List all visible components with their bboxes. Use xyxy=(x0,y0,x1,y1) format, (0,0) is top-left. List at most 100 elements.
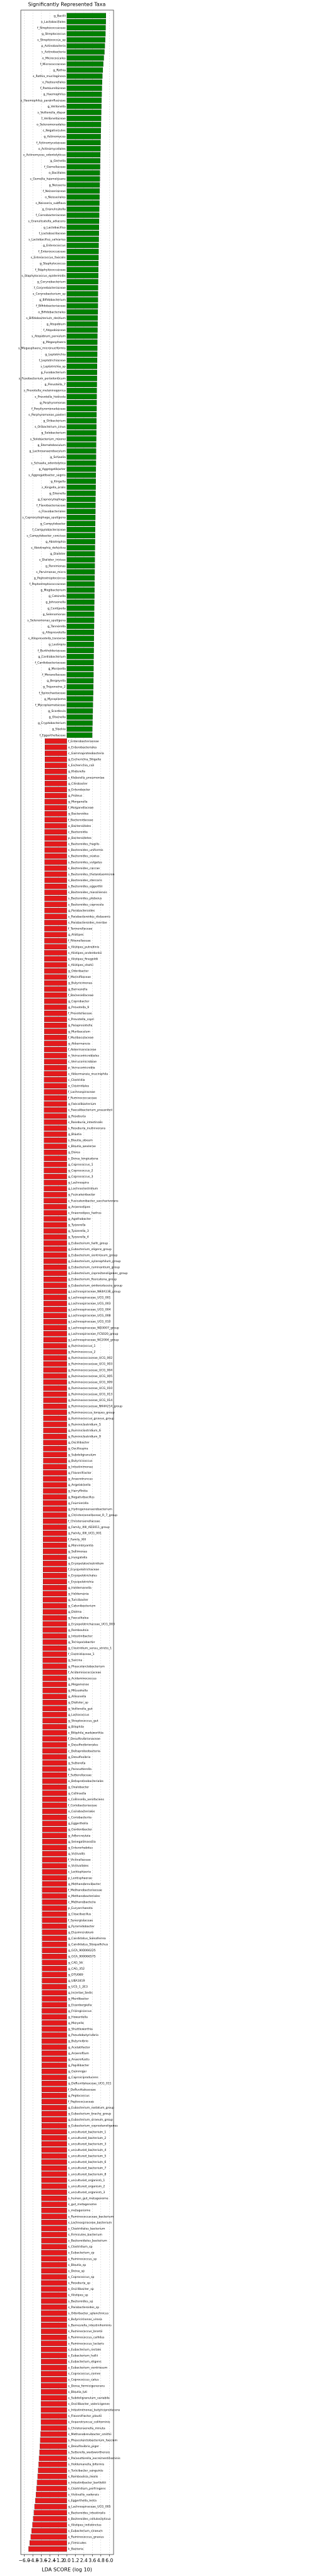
category-label: g_Lachnoanaerobaculum xyxy=(29,449,66,453)
bar xyxy=(44,1131,68,1137)
bar xyxy=(41,2364,68,2371)
category-label: s_Veillonella_dispar xyxy=(37,111,66,114)
bar xyxy=(38,2467,68,2473)
category-label: s_Leptotrichia_sp xyxy=(40,364,66,368)
bar xyxy=(66,134,101,140)
category-label: g_GCA_900066225 xyxy=(68,1949,96,1953)
category-label: g_Fusicatenibacter xyxy=(68,1193,95,1197)
category-label: g_Veillonella xyxy=(47,105,66,109)
bar xyxy=(42,1887,68,1893)
category-label: g_Dialister xyxy=(50,552,66,556)
bar xyxy=(66,509,96,514)
bar xyxy=(43,1373,68,1379)
bar xyxy=(42,1827,68,1833)
category-label: s_uncultured_bacterium_3 xyxy=(68,2142,106,2146)
bar xyxy=(66,581,95,587)
bar xyxy=(66,370,97,375)
bar xyxy=(43,1409,68,1415)
category-label: f_Bifidobacteriaceae xyxy=(36,304,66,308)
category-label: g_Moraxella xyxy=(48,667,66,671)
category-label: s_human_gut_metagenome xyxy=(68,2197,109,2201)
bar xyxy=(66,575,95,581)
category-label: s_Dorea_formicigenerans xyxy=(68,2384,105,2388)
category-label: f_Burkholderiaceae xyxy=(38,649,66,653)
bar xyxy=(66,358,98,363)
bar xyxy=(42,1766,68,1772)
category-label: g_Parvimonas xyxy=(45,564,66,568)
bar xyxy=(66,224,100,230)
category-label: g_Clostridium_sensu_stricto_1 xyxy=(68,1647,112,1651)
category-label: s_Coprococcus_comes xyxy=(68,2372,101,2376)
bar xyxy=(66,61,103,67)
category-label: g_Solobacterium xyxy=(41,431,66,435)
category-label: g_Anaerotruncus xyxy=(68,1478,93,1481)
bar xyxy=(42,1567,68,1572)
bar xyxy=(44,1306,68,1313)
category-label: s_Prevotella_copri xyxy=(68,1018,94,1021)
category-label: s_Escherichia_coli xyxy=(68,764,94,767)
category-label: o_Bacillales xyxy=(49,171,66,175)
bar xyxy=(43,1343,68,1349)
bar xyxy=(66,212,100,218)
category-label: s_Klebsiella_pneumoniae xyxy=(68,776,105,779)
category-label: s_Kingella_oralis xyxy=(42,486,66,490)
category-label: g_Papillibacter xyxy=(68,2064,89,2067)
bar xyxy=(44,769,68,774)
category-label: g_Hydrogenoanaerobacterium xyxy=(68,1507,112,1511)
category-label: s_Collinsella_aerofaciens xyxy=(68,1798,105,1802)
bar xyxy=(66,152,101,158)
category-label: g_Prevotella_9 xyxy=(68,1006,89,1009)
bar xyxy=(66,551,95,557)
category-label: s_Bacteroides_stercoris xyxy=(68,879,102,882)
bar xyxy=(41,2340,68,2346)
category-label: g_Ruminococcaceae_UCG_010 xyxy=(68,1387,112,1390)
category-label: s_Christensenella_minuta xyxy=(68,2426,105,2430)
category-label: g_Intestinimonas xyxy=(68,1465,93,1469)
bar xyxy=(42,1809,68,1814)
category-label: f_Moraxellaceae xyxy=(42,673,66,677)
bar xyxy=(66,714,93,720)
bar xyxy=(66,55,104,61)
category-label: s_uncultured_organism_3 xyxy=(68,2191,105,2194)
bar xyxy=(41,2110,68,2117)
bar xyxy=(44,1119,68,1125)
bar xyxy=(42,1875,68,1881)
bar xyxy=(66,569,95,575)
bar xyxy=(41,2225,68,2232)
category-label: g_Haemophilus xyxy=(44,93,66,97)
bar xyxy=(66,321,98,327)
bar xyxy=(42,1857,68,1863)
bar xyxy=(41,2292,68,2298)
category-label: g_Centipeda xyxy=(47,606,66,610)
category-label: s_Prevotella_histicola xyxy=(35,395,66,399)
category-label: g_Moryella xyxy=(68,2021,84,2025)
category-label: g_Holdemania xyxy=(68,1592,89,1596)
bar xyxy=(66,490,96,497)
category-label: g_Peptococcus xyxy=(68,2094,90,2098)
bar xyxy=(44,1059,68,1064)
bar xyxy=(42,2062,68,2068)
bar xyxy=(66,267,98,272)
category-label: f_Akkermansiaceae xyxy=(68,1048,97,1052)
category-label: g_Hungatella xyxy=(68,1556,87,1560)
bar xyxy=(66,472,96,478)
category-label: g_Ruminococcaceae_UCG_009 xyxy=(68,1380,112,1384)
bar xyxy=(66,430,97,436)
x-tick-label: −4.8 xyxy=(27,2558,38,2563)
bar xyxy=(66,617,95,623)
bar xyxy=(66,545,95,551)
category-label: g_Ruminococcus_gnavus_group xyxy=(68,1417,114,1421)
category-label: c_Verrucomicrobiae xyxy=(68,1060,97,1064)
category-label: g_Candidatus_Soleaferrea xyxy=(68,1937,106,1941)
category-label: s_Bacteroides_ovatus xyxy=(68,855,100,858)
category-label: c_Erysipelotrichia xyxy=(68,1580,94,1584)
category-label: g_Aggregatibacter xyxy=(39,467,66,471)
category-label: f_Gemellaceae xyxy=(44,166,66,169)
category-label: g_Defluviitaleaceae_UCG_011 xyxy=(68,2082,112,2086)
bar xyxy=(43,1379,68,1385)
bar xyxy=(42,1585,68,1591)
category-label: f_Carnobacteriaceae xyxy=(36,214,66,217)
category-label: f_Synergistaceae xyxy=(68,1918,93,1922)
bar xyxy=(42,1579,68,1584)
bar xyxy=(31,2528,68,2534)
